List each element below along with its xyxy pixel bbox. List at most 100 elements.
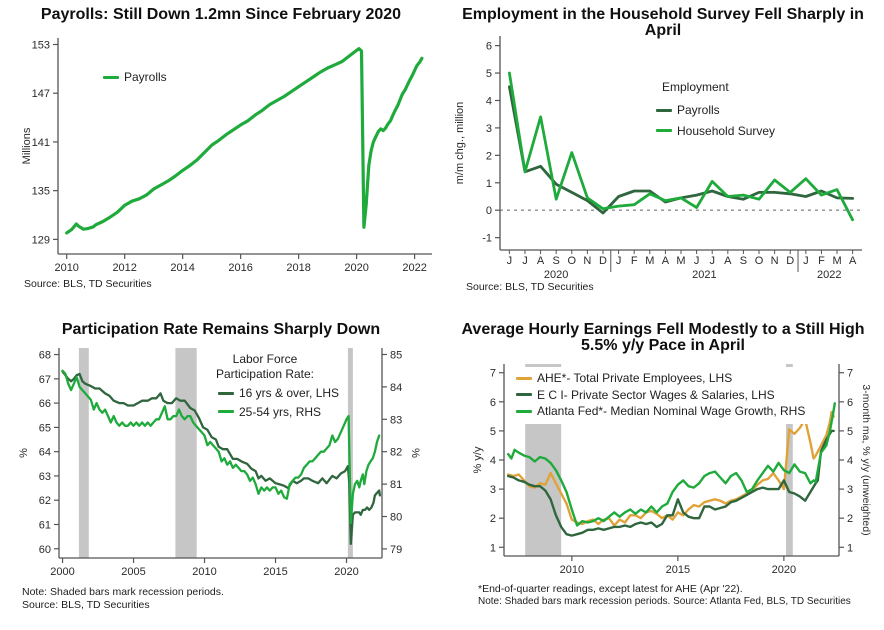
y-tick-label: 68 xyxy=(39,350,51,362)
atlanta-fed-line-swatch xyxy=(516,409,532,413)
legend-item-household-survey: Household Survey xyxy=(656,123,775,140)
series-line xyxy=(61,369,381,525)
month-label: M xyxy=(832,255,841,267)
y-tick-label: 5 xyxy=(490,426,496,438)
legend-item-payrolls: Payrolls xyxy=(103,69,167,86)
y-tick-label: 2 xyxy=(847,513,853,525)
month-label: M xyxy=(645,255,654,267)
year-label: 2020 xyxy=(544,269,568,281)
payrolls-line-swatch xyxy=(656,108,672,112)
y-tick-label: 81 xyxy=(390,479,402,491)
legend-label: AHE*- Total Private Employees, LHS xyxy=(537,371,733,385)
y-tick-label: 5 xyxy=(847,426,853,438)
page-title: Average Hourly Earnings Fell Modestly to… xyxy=(461,321,865,354)
legend-subtitle: Participation Rate: xyxy=(215,367,315,381)
x-tick-label: 2014 xyxy=(170,262,194,274)
y-tick-label: 82 xyxy=(390,447,402,459)
y-tick-label: 66 xyxy=(39,398,51,410)
legend-label: Payrolls xyxy=(677,103,720,117)
y-tick-label: 135 xyxy=(32,186,50,198)
series-line xyxy=(65,46,424,235)
month-label: J xyxy=(616,255,622,267)
y-tick-label: 147 xyxy=(32,88,50,100)
x-tick-label: 2015 xyxy=(263,566,287,578)
x-tick-label: 2000 xyxy=(50,566,74,578)
y-tick-label: 65 xyxy=(39,422,51,434)
y-tick-label: 3 xyxy=(490,484,496,496)
payrolls-chart: 129 135 141 147 153 2010 2012 2014 2016 2018 2020 2… xyxy=(21,38,432,274)
footnote: *End-of-quarter readings, except latest … xyxy=(478,583,743,595)
legend-item-atlanta-fed: Atlanta Fed*- Median Nominal Wage Growth… xyxy=(516,403,805,420)
month-label: O xyxy=(755,255,764,267)
x-tick-label: 2020 xyxy=(772,564,796,576)
y-tick-label: 62 xyxy=(39,495,51,507)
x-tick-label: 2010 xyxy=(560,564,584,576)
month-label: A xyxy=(849,255,857,267)
x-tick-label: 2020 xyxy=(344,262,368,274)
legend-label: Household Survey xyxy=(677,123,776,138)
year-label: 2022 xyxy=(817,269,841,281)
recession-band xyxy=(786,364,793,556)
x-tick-label: 2020 xyxy=(334,566,358,578)
y-tick-label: 141 xyxy=(32,137,50,149)
y-axis-title: % y/y xyxy=(472,446,484,473)
legend-label: Atlanta Fed*- Median Nominal Wage Growth… xyxy=(537,404,806,418)
y-tick-label: 80 xyxy=(390,512,402,524)
month-label: N xyxy=(583,255,591,267)
month-label: F xyxy=(631,255,638,267)
month-label: O xyxy=(567,255,576,267)
y-tick-label: 64 xyxy=(39,447,51,459)
month-label: J xyxy=(507,255,513,267)
series-line xyxy=(506,429,835,537)
y-tick-label: 3 xyxy=(847,484,853,496)
legend-item-eci: E C I- Private Sector Wages & Salaries, … xyxy=(516,387,805,404)
month-label: J xyxy=(709,255,715,267)
page-title: Participation Rate Remains Sharply Down xyxy=(61,321,381,338)
eci-line-swatch xyxy=(516,393,532,397)
lfpr-16plus-line-swatch xyxy=(218,391,234,395)
y-tick-label: 79 xyxy=(390,544,402,556)
y-tick-label: 5 xyxy=(486,68,492,80)
month-label: N xyxy=(771,255,779,267)
y-axis-title: Millions xyxy=(21,127,33,164)
legend-item-payrolls: Payrolls xyxy=(656,102,775,119)
x-tick-label: 2016 xyxy=(228,262,252,274)
x-tick-label: 2012 xyxy=(112,262,136,274)
month-label: A xyxy=(537,255,545,267)
month-label: S xyxy=(740,255,747,267)
page-title: Employment in the Household Survey Fell … xyxy=(462,6,864,39)
y-tick-label: 67 xyxy=(39,374,51,386)
earnings-chart-panel: Average Hourly Earnings Fell Modestly to… xyxy=(442,315,884,630)
month-label: S xyxy=(553,255,560,267)
month-label: A xyxy=(662,255,670,267)
y-tick-label: 84 xyxy=(390,382,402,394)
x-tick-label: 2005 xyxy=(121,566,145,578)
household-survey-line-swatch xyxy=(656,129,672,133)
household-survey-chart-panel: Employment in the Household Survey Fell … xyxy=(442,0,884,315)
legend: AHE*- Total Private Employees, LHS E C I… xyxy=(512,367,814,424)
y-tick-label: 6 xyxy=(486,41,492,53)
x-tick-label: 2015 xyxy=(666,564,690,576)
recession-band xyxy=(78,348,89,558)
y-axis-title: % xyxy=(18,448,30,458)
y-tick-label: 4 xyxy=(486,95,492,107)
page-title: Payrolls: Still Down 1.2mn Since Februar… xyxy=(40,6,402,23)
legend-label: Payrolls xyxy=(124,70,167,84)
y-tick-label: 4 xyxy=(847,455,853,467)
legend: Employment Payrolls Household Survey xyxy=(656,80,775,139)
lfpr-2554-line-swatch xyxy=(218,410,234,414)
y-tick-label: -1 xyxy=(482,233,492,245)
y-tick-label: 153 xyxy=(32,39,50,51)
x-tick-label: 2018 xyxy=(286,262,310,274)
y-tick-label: 60 xyxy=(39,544,51,556)
legend-label: 16 yrs & over, LHS xyxy=(239,386,340,400)
y-tick-label: 7 xyxy=(847,368,853,380)
month-label: J xyxy=(522,255,528,267)
y-tick-label: 7 xyxy=(490,368,496,380)
y-tick-label: 61 xyxy=(39,519,51,531)
series-line xyxy=(506,402,836,527)
x-tick-label: 2010 xyxy=(192,566,216,578)
payrolls-chart-panel: Payrolls: Still Down 1.2mn Since Februar… xyxy=(0,0,442,315)
month-label: M xyxy=(676,255,685,267)
